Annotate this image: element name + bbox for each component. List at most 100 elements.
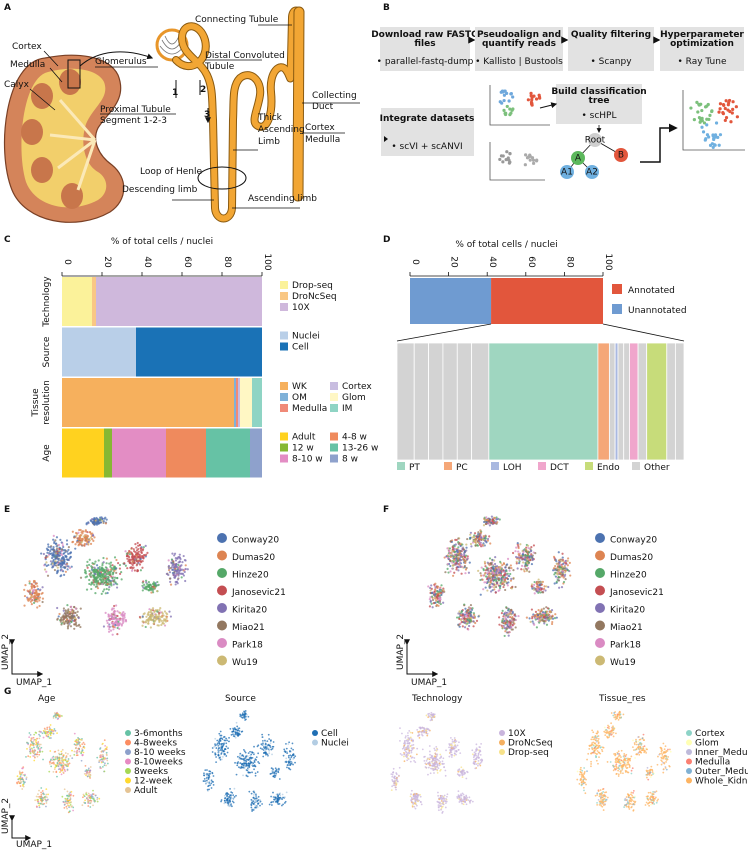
umap-point <box>78 529 80 531</box>
kidney-label: Medulla <box>10 60 45 70</box>
umap-point <box>61 757 63 759</box>
umap-point <box>102 522 104 524</box>
legend-marker <box>217 621 227 631</box>
bar-segment <box>238 378 240 427</box>
inset-point <box>705 105 708 108</box>
umap-point <box>538 584 540 586</box>
umap-point <box>51 759 53 761</box>
inset-point <box>697 103 700 106</box>
umap-point <box>124 550 126 552</box>
umap-point <box>74 623 76 625</box>
umap-point <box>208 770 210 772</box>
umap-point <box>36 754 38 756</box>
umap-point <box>440 594 442 596</box>
bar-segment <box>104 429 112 478</box>
umap-point <box>102 590 104 592</box>
umap-point <box>38 805 40 807</box>
umap-point <box>256 756 258 758</box>
umap-point <box>411 757 413 759</box>
umap-point <box>275 770 277 772</box>
umap-point <box>66 808 68 810</box>
umap-point <box>154 610 156 612</box>
umap-point <box>96 757 98 759</box>
umap-point <box>205 783 207 785</box>
umap-point <box>237 756 239 758</box>
umap-point <box>534 581 536 583</box>
umap-point <box>89 806 91 808</box>
umap-point <box>44 796 46 798</box>
umap-point <box>70 791 72 793</box>
umap-point <box>40 792 42 794</box>
umap-point <box>65 571 67 573</box>
umap-point <box>60 751 62 753</box>
umap-point <box>149 584 151 586</box>
umap-point <box>457 569 459 571</box>
umap-point <box>558 551 560 553</box>
umap-point <box>543 585 545 587</box>
umap-point <box>49 546 51 548</box>
umap-point <box>543 608 545 610</box>
umap-point <box>139 616 141 618</box>
umap-point <box>114 581 116 583</box>
kidney-label: Cortex <box>305 123 335 133</box>
umap-point <box>58 760 60 762</box>
legend-marker <box>595 621 605 631</box>
umap-point <box>175 570 177 572</box>
umap-point <box>212 773 214 775</box>
umap-point <box>34 799 36 801</box>
umap-point <box>228 737 230 739</box>
umap-point <box>47 799 49 801</box>
umap-point <box>523 558 525 560</box>
umap-point <box>477 615 479 617</box>
umap-point <box>140 560 142 562</box>
umap-point <box>485 537 487 539</box>
kidney-label: Connecting Tubule <box>195 15 279 25</box>
breakdown-segment <box>429 343 443 460</box>
umap-point <box>260 801 262 803</box>
bar-segment <box>96 277 262 326</box>
umap-point <box>139 563 141 565</box>
umap-point <box>220 753 222 755</box>
umap-point <box>227 805 229 807</box>
umap-point <box>69 755 71 757</box>
umap-point <box>97 587 99 589</box>
umap-point <box>232 801 234 803</box>
umap-point <box>67 615 69 617</box>
umap-point <box>494 576 496 578</box>
umap-point <box>255 775 257 777</box>
umap-point <box>225 792 227 794</box>
umap-point <box>119 612 121 614</box>
kidney-label: Proximal Tubule <box>100 105 171 115</box>
kidney-pyramid <box>31 157 53 183</box>
umap-point <box>225 755 227 757</box>
umap-point <box>534 592 536 594</box>
umap-point <box>62 749 64 751</box>
umap-point <box>269 745 271 747</box>
umap-point <box>292 749 294 751</box>
umap-point <box>237 761 239 763</box>
umap-point <box>549 611 551 613</box>
umap-point <box>245 718 247 720</box>
umap-point <box>30 740 32 742</box>
umap-point <box>55 771 57 773</box>
umap-point <box>83 752 85 754</box>
umap-point <box>462 616 464 618</box>
umap-point <box>290 748 292 750</box>
umap-point <box>429 605 431 607</box>
umap-point <box>284 796 286 798</box>
umap-point <box>503 613 505 615</box>
legend-label: Hinze20 <box>232 571 269 581</box>
breakdown-segment <box>615 343 618 460</box>
umap-point <box>417 731 419 733</box>
umap-point <box>25 756 27 758</box>
umap-point <box>62 765 64 767</box>
umap-point <box>243 764 245 766</box>
umap-point <box>242 717 244 719</box>
umap-point <box>106 760 108 762</box>
inset-point <box>689 106 692 109</box>
umap-point <box>100 579 102 581</box>
umap-point <box>272 776 274 778</box>
umap-point <box>213 775 215 777</box>
umap-point <box>520 557 522 559</box>
umap-point <box>24 584 26 586</box>
